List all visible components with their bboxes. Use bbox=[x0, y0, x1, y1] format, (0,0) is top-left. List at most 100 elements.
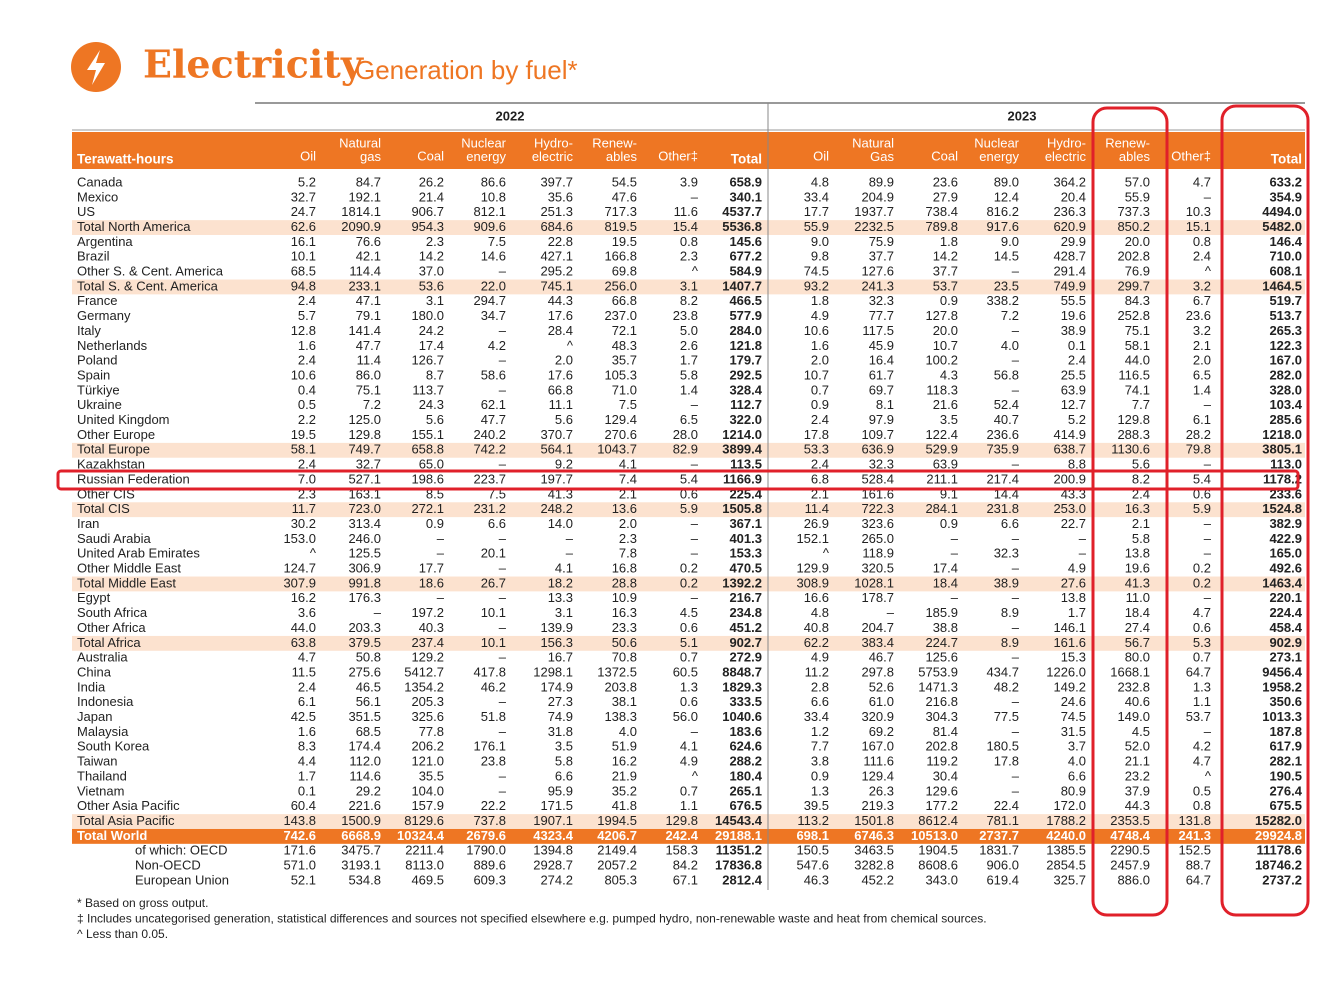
cell: 31.8 bbox=[548, 724, 573, 739]
column-header: electric bbox=[532, 149, 574, 164]
row-label: Thailand bbox=[77, 768, 127, 783]
cell: 4.5 bbox=[1132, 724, 1150, 739]
cell: 149.2 bbox=[1053, 679, 1086, 694]
cell: 10.1 bbox=[481, 605, 506, 620]
cell: 172.0 bbox=[1053, 798, 1086, 813]
cell: 69.7 bbox=[869, 382, 894, 397]
cell: 4537.7 bbox=[722, 204, 762, 219]
cell: – bbox=[566, 531, 574, 546]
cell: 2679.6 bbox=[466, 828, 506, 843]
cell: 6.1 bbox=[298, 694, 316, 709]
cell: 155.1 bbox=[411, 427, 444, 442]
cell: 1.1 bbox=[1193, 694, 1211, 709]
cell: 24.6 bbox=[1061, 694, 1086, 709]
cell: 638.7 bbox=[1053, 442, 1086, 457]
cell: 5412.7 bbox=[404, 664, 444, 679]
cell: – bbox=[499, 382, 507, 397]
cell: 1.8 bbox=[811, 293, 829, 308]
cell: 658.9 bbox=[729, 174, 762, 189]
cell: – bbox=[1204, 590, 1212, 605]
cell: 38.8 bbox=[933, 620, 958, 635]
cell: 723.0 bbox=[348, 501, 381, 516]
cell: 45.9 bbox=[869, 338, 894, 353]
cell: 0.2 bbox=[680, 575, 698, 590]
cell: – bbox=[1012, 353, 1020, 368]
cell: 47.7 bbox=[356, 338, 381, 353]
cell: 10.7 bbox=[933, 338, 958, 353]
cell: 16.2 bbox=[291, 590, 316, 605]
cell: 32.3 bbox=[994, 546, 1019, 561]
cell: 179.7 bbox=[729, 353, 762, 368]
row-highlight bbox=[72, 279, 1305, 295]
cell: 902.9 bbox=[1269, 635, 1302, 650]
cell: 52.4 bbox=[994, 397, 1019, 412]
cell: 121.0 bbox=[411, 754, 444, 769]
cell: 370.7 bbox=[540, 427, 573, 442]
cell: 1028.1 bbox=[854, 575, 894, 590]
cell: 1.6 bbox=[298, 724, 316, 739]
cell: 15.4 bbox=[673, 219, 698, 234]
column-header: Nuclear bbox=[974, 135, 1019, 150]
cell: 633.2 bbox=[1269, 174, 1302, 189]
cell: 166.8 bbox=[604, 249, 637, 264]
cell: 23.3 bbox=[612, 620, 637, 635]
cell: 1130.6 bbox=[1111, 442, 1150, 457]
cell: 178.7 bbox=[861, 590, 894, 605]
cell: 1.3 bbox=[1193, 679, 1211, 694]
cell: 4.1 bbox=[680, 739, 698, 754]
row-label: US bbox=[77, 204, 95, 219]
cell: 3.2 bbox=[1193, 278, 1211, 293]
cell: 5.8 bbox=[1132, 531, 1150, 546]
cell: 1668.1 bbox=[1110, 664, 1150, 679]
cell: – bbox=[951, 546, 959, 561]
cell: 84.2 bbox=[673, 858, 698, 873]
cell: 5536.8 bbox=[722, 219, 762, 234]
cell: 125.6 bbox=[925, 650, 958, 665]
cell: 4.0 bbox=[619, 724, 637, 739]
row-label: European Union bbox=[135, 872, 229, 887]
row-label: Total S. & Cent. America bbox=[77, 278, 219, 293]
cell: 2.4 bbox=[298, 353, 316, 368]
cell: 231.2 bbox=[473, 501, 506, 516]
year-label: 2022 bbox=[496, 108, 525, 123]
cell: 2.3 bbox=[426, 234, 444, 249]
cell: 127.8 bbox=[925, 308, 958, 323]
cell: – bbox=[499, 590, 507, 605]
cell: 41.8 bbox=[612, 798, 637, 813]
cell: 203.8 bbox=[604, 679, 637, 694]
cell: 35.2 bbox=[612, 783, 637, 798]
cell: 6.5 bbox=[680, 412, 698, 427]
cell: 47.1 bbox=[356, 293, 381, 308]
cell: 564.1 bbox=[540, 442, 573, 457]
cell: 1214.0 bbox=[722, 427, 762, 442]
cell: 19.6 bbox=[1125, 561, 1150, 576]
cell: 157.9 bbox=[411, 798, 444, 813]
cell: – bbox=[499, 620, 507, 635]
cell: 22.0 bbox=[481, 278, 506, 293]
cell: 340.1 bbox=[729, 189, 762, 204]
cell: 4.1 bbox=[619, 457, 637, 472]
cell: 126.7 bbox=[411, 353, 444, 368]
cell: 745.1 bbox=[540, 278, 573, 293]
cell: 105.3 bbox=[604, 367, 637, 382]
cell: 12.4 bbox=[994, 189, 1019, 204]
cell: 24.2 bbox=[419, 323, 444, 338]
row-label: Total Middle East bbox=[77, 575, 176, 590]
cell: 176.3 bbox=[348, 590, 381, 605]
cell: 84.3 bbox=[1125, 293, 1150, 308]
cell: 4240.0 bbox=[1046, 828, 1086, 843]
row-label: Netherlands bbox=[77, 338, 148, 353]
cell: 129.4 bbox=[604, 412, 637, 427]
cell: 4.9 bbox=[811, 650, 829, 665]
cell: 23.8 bbox=[481, 754, 506, 769]
cell: 114.6 bbox=[349, 768, 381, 783]
cell: 8113.0 bbox=[405, 858, 444, 873]
cell: – bbox=[499, 353, 507, 368]
cell: ^ bbox=[692, 768, 699, 783]
cell: 16.1 bbox=[291, 234, 316, 249]
cell: 13.8 bbox=[1061, 590, 1086, 605]
cell: 111.6 bbox=[863, 754, 894, 769]
cell: 81.4 bbox=[933, 724, 958, 739]
cell: 39.5 bbox=[804, 798, 829, 813]
column-header: energy bbox=[466, 149, 506, 164]
